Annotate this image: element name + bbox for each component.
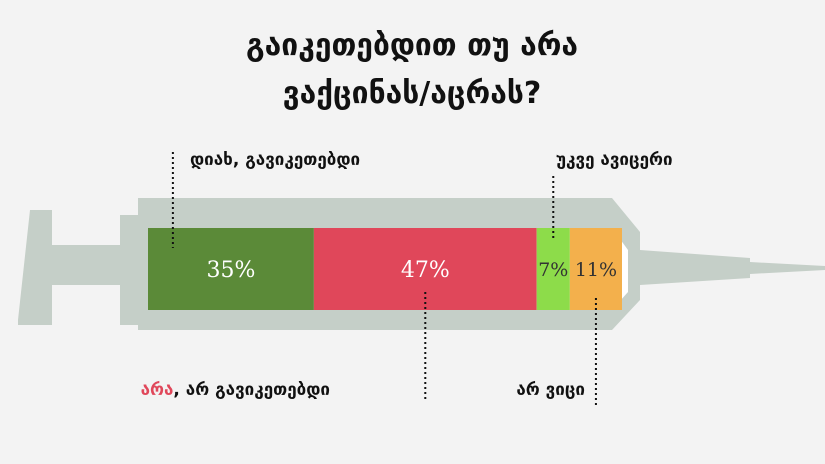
legend-label: დიახ, გავიკეთებდი [190,150,360,170]
title-line: ვაქცინას/აცრას? [283,76,542,111]
barrel-flange [120,215,140,325]
legend-label-part: , არ გავიკეთებდი [173,380,330,400]
needle [750,262,825,274]
value-label: 47% [401,258,450,283]
value-label: 11% [575,259,617,281]
legend-label: არ ვიცი [516,380,585,400]
bar-segment [569,228,622,310]
value-label: 35% [206,258,255,283]
bar-segment [313,228,537,310]
title-line: გაიკეთებდით თუ არა [246,28,578,63]
plunger-flange [18,210,52,325]
legend-label: არა, არ გავიკეთებდი [141,380,330,400]
hub [640,250,750,285]
legend-label: უკვე ავიცერი [556,150,673,170]
value-label: 7% [538,259,568,281]
bar-segment [536,228,570,310]
bar-segment [148,228,314,310]
legend-label-part: არა [141,380,174,400]
